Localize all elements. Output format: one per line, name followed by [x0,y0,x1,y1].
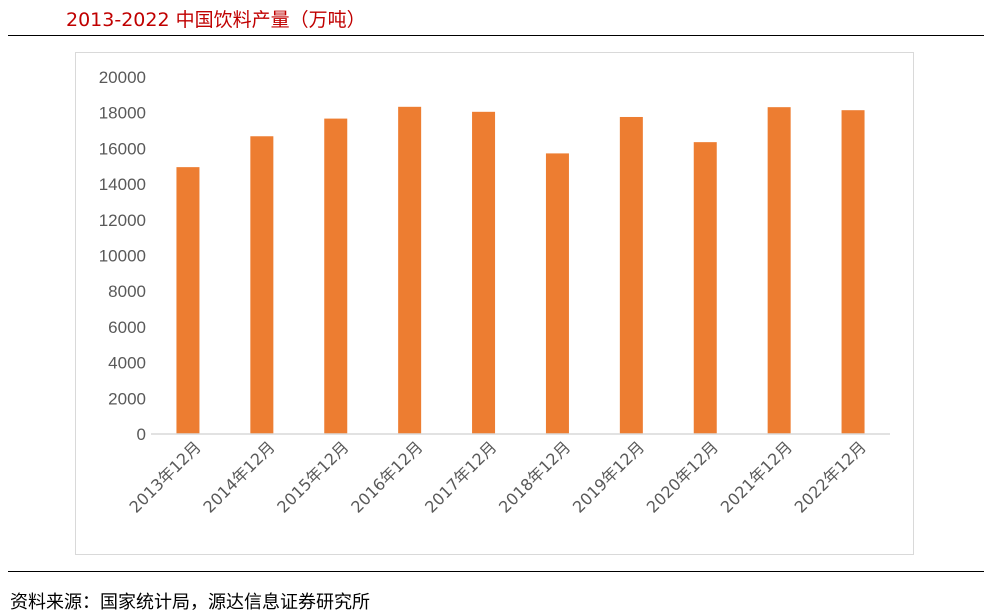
bar-chart: 0 2000 4000 6000 8000 10000 12000 14000 16000 180… [99,68,890,517]
bar [176,167,200,434]
y-tick-label: 18000 [99,104,146,123]
bar [841,110,865,434]
source-note: 资料来源：国家统计局，源达信息证券研究所 [10,592,370,613]
bottom-divider [8,571,984,572]
y-tick-label: 16000 [99,139,146,158]
x-tick-label: 2016年12月 [347,437,426,516]
bar [398,106,422,434]
x-tick-label: 2013年12月 [126,437,205,516]
x-tick-label: 2015年12月 [273,437,352,516]
bar [472,111,496,434]
x-tick-label: 2020年12月 [643,437,722,516]
x-tick-label: 2018年12月 [495,437,574,516]
y-tick-label: 4000 [108,354,146,373]
x-tick-label: 2022年12月 [791,437,870,516]
bar [545,153,569,434]
y-tick-label: 20000 [99,68,146,87]
bar [619,116,643,435]
y-tick-label: 12000 [99,211,146,230]
chart-frame: 0 2000 4000 6000 8000 10000 12000 14000 16000 180… [75,52,914,555]
bar [250,136,274,434]
y-tick-label: 14000 [99,175,146,194]
x-tick-label: 2019年12月 [569,437,648,516]
chart-title: 2013-2022 中国饮料产量（万吨） [66,9,366,31]
y-tick-label: 0 [137,425,146,444]
x-tick-label: 2021年12月 [717,437,796,516]
top-divider [8,35,984,36]
x-tick-label: 2017年12月 [421,437,500,516]
y-tick-label: 10000 [99,247,146,266]
y-tick-label: 2000 [108,389,146,408]
x-tick-label: 2014年12月 [199,437,278,516]
bar [767,107,791,435]
bar [324,118,348,434]
y-tick-label: 8000 [108,282,146,301]
y-tick-label: 6000 [108,318,146,337]
bar [693,142,717,434]
